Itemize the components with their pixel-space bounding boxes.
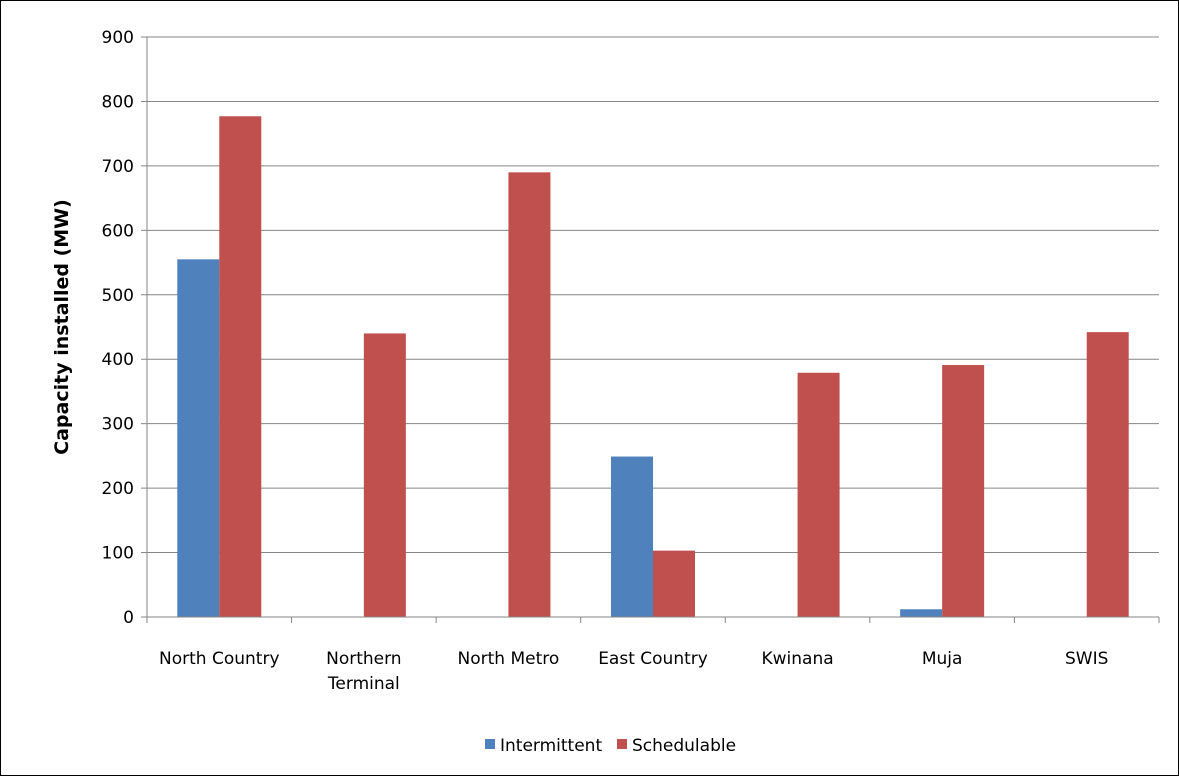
legend-swatch-schedulable	[617, 739, 627, 749]
bar-schedulable-north-country	[219, 116, 262, 618]
bar-schedulable-kwinana	[797, 372, 840, 617]
y-tick-label: 200	[102, 479, 134, 499]
y-tick-label: 900	[102, 28, 134, 48]
legend: Intermittent Schedulable	[485, 736, 736, 756]
x-tick-label: North Country	[159, 649, 280, 669]
legend-label-schedulable: Schedulable	[632, 736, 736, 756]
y-axis-label: Capacity installed (MW)	[51, 199, 73, 455]
bar-schedulable-muja	[942, 365, 985, 617]
y-tick-label: 800	[102, 92, 134, 112]
x-tick-label: East Country	[598, 649, 708, 669]
y-tick-label: 400	[102, 350, 134, 370]
axes	[146, 37, 1160, 623]
gridlines	[141, 36, 1159, 618]
x-tick-label: Muja	[922, 649, 963, 669]
bar-schedulable-east-country	[653, 550, 695, 617]
y-tick-label: 500	[102, 286, 134, 306]
x-tick-labels: North Country Northern Terminal North Metro…	[159, 649, 1108, 694]
y-tick-labels: 0 100 200 300 400 500 600 700 800 900	[102, 28, 134, 628]
x-tick-label: Terminal	[327, 674, 400, 694]
x-tick-label: SWIS	[1065, 649, 1108, 669]
bar-schedulable-north-metro	[508, 172, 551, 618]
bars	[177, 116, 1129, 618]
bar-schedulable-swis	[1086, 332, 1129, 617]
y-tick-label: 100	[102, 544, 134, 564]
bar-intermittent-north-country	[177, 259, 220, 617]
y-tick-label: 700	[102, 157, 134, 177]
bar-intermittent-east-country	[611, 456, 653, 617]
y-tick-label: 0	[123, 608, 134, 628]
y-tick-label: 600	[102, 221, 134, 241]
legend-swatch-intermittent	[485, 739, 495, 749]
x-tick-label: North Metro	[458, 649, 560, 669]
bar-intermittent-muja	[900, 609, 943, 617]
y-tick-label: 300	[102, 415, 134, 435]
x-tick-label: Kwinana	[761, 649, 833, 669]
legend-label-intermittent: Intermittent	[500, 736, 602, 756]
x-tick-label: Northern	[326, 649, 401, 669]
bar-schedulable-northern-terminal	[363, 333, 406, 617]
